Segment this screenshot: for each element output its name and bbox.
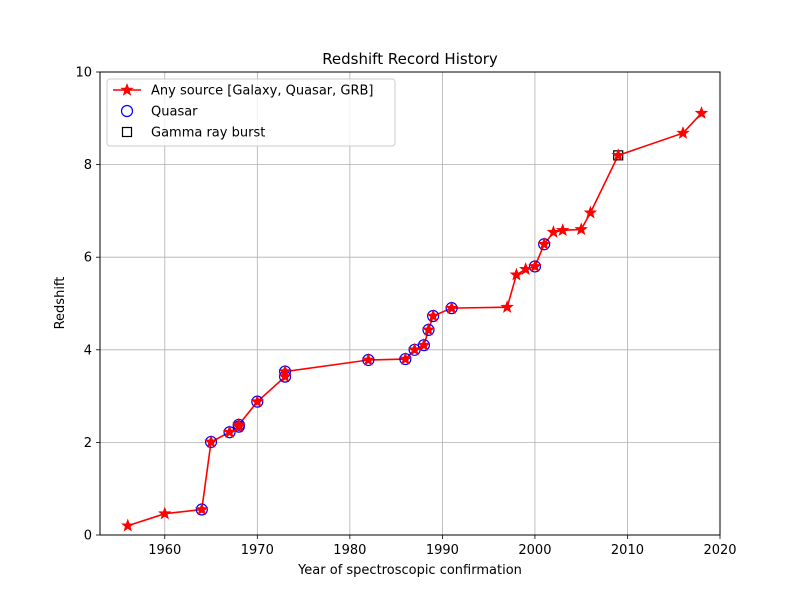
data-point-star [195, 502, 209, 516]
x-tick-label: 2020 [703, 543, 736, 558]
legend-label: Quasar [151, 105, 198, 120]
data-point-star [121, 518, 135, 532]
legend-marker-square [121, 126, 133, 138]
data-point-star [417, 338, 431, 351]
data-point-star [694, 106, 709, 119]
x-tick-label: 1970 [241, 543, 274, 558]
data-point-star [278, 364, 292, 378]
data-point-star [158, 506, 172, 520]
data-point-star [583, 205, 598, 219]
y-tick-label: 4 [84, 343, 92, 358]
data-point-star [546, 225, 561, 238]
x-tick-label: 1990 [426, 543, 459, 558]
y-tick-label: 2 [84, 436, 92, 451]
legend-marker-circle [120, 104, 134, 118]
x-tick-label: 2010 [611, 543, 644, 558]
data-point-star [204, 434, 218, 448]
data-point-star [555, 223, 570, 237]
plot-frame [99, 71, 721, 536]
x-tick-label: 1980 [333, 543, 366, 558]
data-point-star [611, 148, 625, 162]
y-tick-label: 0 [84, 529, 92, 544]
data-point-star [407, 342, 422, 356]
data-point-star [426, 308, 440, 322]
series-layer [121, 106, 709, 532]
data-point-star [222, 425, 237, 438]
data-point-star [574, 222, 588, 236]
y-tick-label: 8 [84, 158, 92, 173]
data-point-star [278, 369, 292, 383]
y-axis-label: Redshift [53, 277, 68, 330]
data-point-star [398, 352, 413, 365]
data-point-star [676, 126, 690, 139]
x-tick-label: 1960 [148, 543, 181, 558]
data-point-star [509, 267, 524, 281]
chart-title: Redshift Record History [322, 50, 498, 68]
data-point-star [518, 262, 533, 275]
data-point-star [444, 301, 459, 314]
y-tick-label: 6 [84, 251, 92, 266]
ticks-layer: 1960 1970 1980 1990 2000 2010 2020 0 2 4 6 8 10 [75, 66, 736, 559]
legend-frame [106, 78, 396, 147]
data-point-star [500, 300, 514, 313]
data-point-star [250, 394, 265, 408]
data-point-star [232, 417, 246, 431]
legend-label: Gamma ray burst [151, 126, 265, 141]
x-axis-label: Year of spectroscopic confirmation [297, 563, 522, 578]
legend: Any source [Galaxy, Quasar, GRB] Quasar Ga… [106, 78, 396, 147]
data-point-star [537, 237, 551, 250]
legend-label: Any source [Galaxy, Quasar, GRB] [151, 84, 374, 99]
y-tick-label: 10 [75, 66, 92, 81]
x-tick-label: 2000 [518, 543, 551, 558]
data-point-star [421, 322, 436, 336]
legend-marker-star [120, 82, 134, 96]
data-point-star [361, 352, 376, 366]
data-point-star [528, 259, 542, 273]
